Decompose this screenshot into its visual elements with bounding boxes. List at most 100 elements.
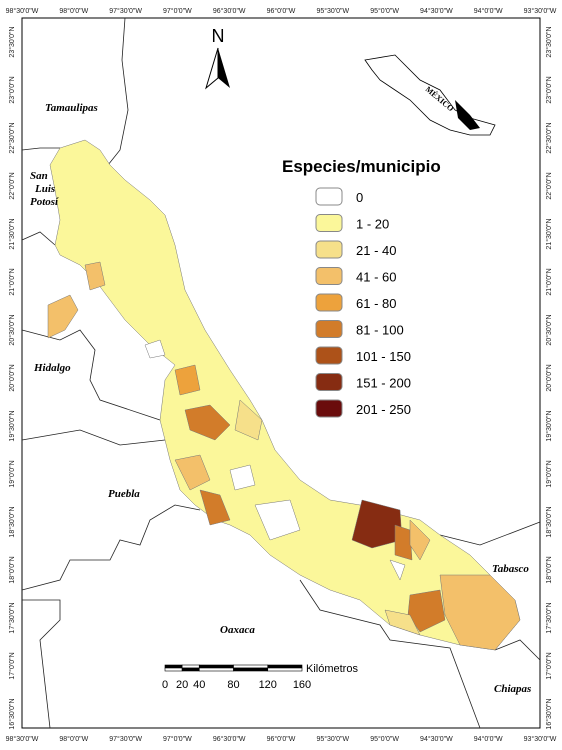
top-lon-label: 95°0'0"W	[370, 7, 399, 15]
legend-swatch	[315, 346, 343, 365]
right-lat-label: 20°0'0"N	[545, 364, 553, 391]
bottom-lon-label: 95°0'0"W	[370, 735, 399, 743]
right-lat-label: 21°30'0"N	[545, 218, 553, 249]
left-lat-label: 18°30'0"N	[8, 506, 16, 537]
north-label: N	[212, 26, 225, 46]
scale-segment	[164, 667, 183, 672]
legend-label: 1 - 20	[356, 217, 389, 232]
right-lat-label: 22°30'0"N	[545, 122, 553, 153]
right-lat-label: 17°0'0"N	[545, 652, 553, 679]
scale-label: 160	[293, 679, 311, 691]
scale-segment	[181, 664, 200, 669]
scale-label: 0	[162, 679, 168, 691]
top-lon-label: 95°30'0"W	[316, 7, 349, 15]
left-lat-label: 23°0'0"N	[8, 76, 16, 103]
left-lat-label: 19°30'0"N	[8, 410, 16, 441]
left-lat-label: 21°0'0"N	[8, 268, 16, 295]
north-arrow-right	[218, 48, 230, 88]
inset-highlight	[455, 100, 480, 130]
left-lat-label: 16°30'0"N	[8, 698, 16, 729]
state-label: Chiapas	[494, 683, 531, 695]
scale-segment	[233, 667, 269, 672]
scale-label: 40	[193, 679, 205, 691]
left-lat-label: 17°30'0"N	[8, 602, 16, 633]
legend-swatch	[315, 373, 343, 391]
scale-segment	[198, 664, 234, 669]
left-lat-label: 22°0'0"N	[8, 172, 16, 199]
left-lat-label: 18°0'0"N	[8, 556, 16, 583]
bottom-lon-label: 97°30'0"W	[109, 735, 142, 743]
legend-swatch	[315, 320, 343, 338]
state-label: San	[30, 170, 48, 182]
right-lat-label: 23°0'0"N	[545, 76, 553, 103]
legend-swatch	[315, 267, 343, 285]
top-lon-label: 93°30'0"W	[524, 7, 557, 15]
bottom-lon-label: 93°30'0"W	[524, 735, 557, 743]
scale-label: 120	[259, 679, 277, 691]
legend-label: 41 - 60	[356, 270, 396, 285]
legend-swatch	[315, 399, 343, 418]
scale-segment	[198, 667, 234, 672]
legend-swatch	[315, 293, 343, 312]
right-lat-label: 19°30'0"N	[545, 410, 553, 441]
legend-label: 201 - 250	[356, 402, 411, 417]
right-lat-label: 20°30'0"N	[545, 314, 553, 345]
right-lat-label: 22°0'0"N	[545, 172, 553, 199]
bottom-lon-label: 96°30'0"W	[213, 735, 246, 743]
bottom-lon-label: 95°30'0"W	[316, 735, 349, 743]
legend-label: 21 - 40	[356, 243, 396, 258]
left-lat-label: 17°0'0"N	[8, 652, 16, 679]
right-lat-label: 19°0'0"N	[545, 460, 553, 487]
legend-swatch	[315, 214, 343, 232]
scale-label: 20	[176, 679, 188, 691]
top-lon-label: 94°0'0"W	[474, 7, 503, 15]
left-lat-label: 20°30'0"N	[8, 314, 16, 345]
scale-segment	[267, 667, 303, 672]
left-lat-label: 23°30'0"N	[8, 26, 16, 57]
right-lat-label: 18°30'0"N	[545, 506, 553, 537]
scale-segment	[233, 664, 269, 669]
north-arrow: N	[205, 26, 230, 90]
right-lat-label: 23°30'0"N	[545, 26, 553, 57]
top-lon-label: 96°0'0"W	[267, 7, 296, 15]
right-lat-label: 18°0'0"N	[545, 556, 553, 583]
right-lat-label: 17°30'0"N	[545, 602, 553, 633]
top-lon-label: 98°0'0"W	[59, 7, 88, 15]
legend-label: 151 - 200	[356, 376, 411, 391]
state-label: Tabasco	[492, 563, 529, 575]
left-lat-label: 21°30'0"N	[8, 218, 16, 249]
legend-label: 81 - 100	[356, 323, 404, 338]
top-lon-label: 96°30'0"W	[213, 7, 246, 15]
legend-swatch	[315, 240, 343, 259]
top-lon-label: 97°30'0"W	[109, 7, 142, 15]
municipalities	[47, 139, 521, 651]
bottom-lon-label: 94°30'0"W	[420, 735, 453, 743]
scale-label: 80	[227, 679, 239, 691]
legend-swatch	[315, 187, 343, 206]
left-lat-label: 19°0'0"N	[8, 460, 16, 487]
scale-segment	[181, 667, 200, 672]
bottom-lon-label: 96°0'0"W	[267, 735, 296, 743]
left-lat-label: 22°30'0"N	[8, 122, 16, 153]
legend-title: Especies/municipio	[282, 157, 441, 176]
bottom-lon-label: 97°0'0"W	[163, 735, 192, 743]
legend-label: 61 - 80	[356, 296, 396, 311]
top-lon-label: 98°30'0"W	[6, 7, 39, 15]
legend-label: 101 - 150	[356, 349, 411, 364]
top-lon-label: 94°30'0"W	[420, 7, 453, 15]
scale-unit: Kilómetros	[306, 663, 358, 675]
bottom-lon-label: 98°0'0"W	[59, 735, 88, 743]
right-lat-label: 21°0'0"N	[545, 268, 553, 295]
left-lat-label: 20°0'0"N	[8, 364, 16, 391]
bottom-lon-label: 98°30'0"W	[6, 735, 39, 743]
bottom-lon-label: 94°0'0"W	[474, 735, 503, 743]
state-label: Puebla	[108, 488, 140, 500]
scale-segment	[164, 664, 183, 669]
scale-segment	[267, 664, 303, 669]
state-label: Tamaulipas	[45, 102, 98, 114]
top-lon-label: 97°0'0"W	[163, 7, 192, 15]
state-label: Potosí	[30, 196, 59, 208]
state-label: Hidalgo	[33, 362, 71, 374]
state-label: Luis	[34, 183, 55, 195]
